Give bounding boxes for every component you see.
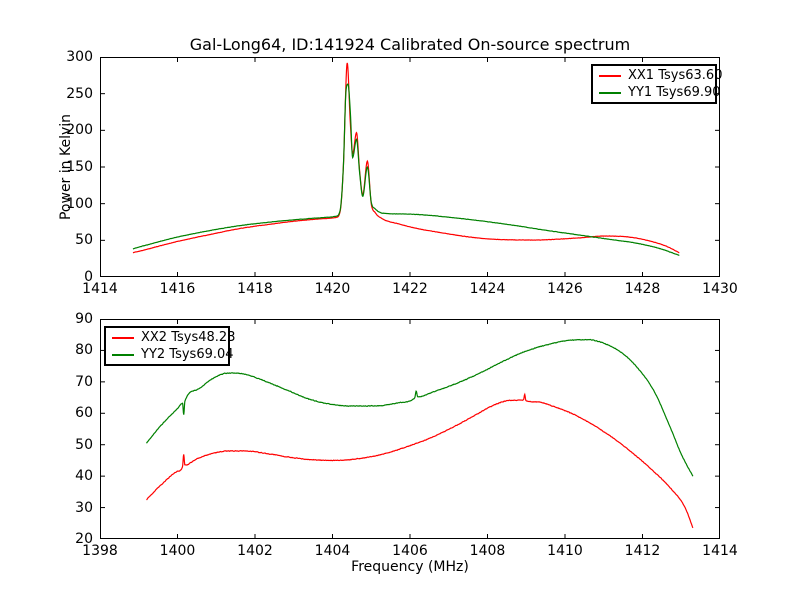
y-tick-label: 60 bbox=[75, 405, 93, 422]
x-tick-label: 1404 bbox=[314, 543, 351, 559]
y-tick-label: 50 bbox=[75, 232, 93, 249]
y-tick-label: 80 bbox=[75, 342, 93, 359]
y-tick-label: 150 bbox=[66, 159, 93, 175]
legend-line-xx1 bbox=[599, 74, 621, 77]
bottom-plot-area bbox=[100, 319, 720, 539]
x-tick-label: 1414 bbox=[82, 281, 118, 297]
legend-label: XX1 Tsys63.60 bbox=[628, 68, 723, 83]
legend-label: YY2 Tsys69.04 bbox=[141, 347, 234, 362]
legend-entry: YY2 Tsys69.04 bbox=[112, 347, 234, 362]
legend-label: YY1 Tsys69.90 bbox=[628, 85, 721, 100]
x-tick-label: 1406 bbox=[392, 543, 428, 559]
chart-title: Gal-Long64, ID:141924 Calibrated On-sour… bbox=[189, 35, 631, 54]
legend-entry: XX1 Tsys63.60 bbox=[599, 68, 722, 83]
x-tick-label: 1410 bbox=[547, 543, 583, 559]
y-tick-label: 40 bbox=[75, 468, 93, 485]
x-tick-label: 1412 bbox=[624, 543, 661, 559]
legend-entry: YY1 Tsys69.90 bbox=[599, 85, 721, 100]
plot-canvas bbox=[100, 319, 720, 539]
series-line-xx1 bbox=[132, 62, 680, 254]
x-tick-label: 1422 bbox=[392, 281, 428, 297]
legend-bottom: XX2 Tsys48.23 YY2 Tsys69.04 bbox=[104, 326, 235, 366]
x-tick-label: 1400 bbox=[159, 543, 196, 559]
plot-canvas bbox=[100, 57, 720, 277]
y-tick-label: 250 bbox=[66, 85, 93, 102]
y-tick-label: 0 bbox=[84, 269, 93, 285]
legend-top: XX1 Tsys63.60 YY1 Tsys69.90 bbox=[591, 64, 722, 104]
x-tick-label: 1418 bbox=[237, 281, 273, 297]
x-axis-label: Frequency (MHz) bbox=[351, 559, 469, 575]
x-tick-label: 1420 bbox=[314, 281, 351, 297]
top-plot-area bbox=[100, 57, 720, 277]
x-tick-label: 1426 bbox=[547, 281, 583, 297]
x-tick-label: 1428 bbox=[624, 281, 661, 297]
y-tick-label: 100 bbox=[66, 195, 93, 212]
x-tick-label: 1416 bbox=[159, 281, 196, 297]
x-tick-label: 1398 bbox=[82, 543, 118, 559]
y-tick-label: 70 bbox=[75, 373, 93, 390]
x-tick-label: 1408 bbox=[469, 543, 506, 559]
legend-entry: XX2 Tsys48.23 bbox=[112, 330, 235, 345]
y-tick-label: 200 bbox=[66, 122, 93, 139]
y-tick-label: 300 bbox=[66, 49, 93, 65]
x-tick-label: 1414 bbox=[702, 543, 738, 559]
series-line-xx2 bbox=[146, 392, 694, 529]
legend-line-yy2 bbox=[112, 353, 134, 356]
series-line-yy2 bbox=[146, 338, 694, 477]
legend-label: XX2 Tsys48.23 bbox=[141, 330, 236, 345]
y-tick-label: 20 bbox=[75, 531, 93, 547]
legend-line-yy1 bbox=[599, 91, 621, 94]
x-tick-label: 1402 bbox=[237, 543, 273, 559]
x-tick-label: 1424 bbox=[469, 281, 506, 297]
y-tick-label: 50 bbox=[75, 436, 93, 453]
x-tick-label: 1430 bbox=[702, 281, 738, 297]
series-line-yy1 bbox=[132, 83, 680, 256]
legend-line-xx2 bbox=[112, 336, 134, 339]
y-tick-label: 90 bbox=[75, 311, 93, 327]
y-tick-label: 30 bbox=[75, 499, 93, 516]
